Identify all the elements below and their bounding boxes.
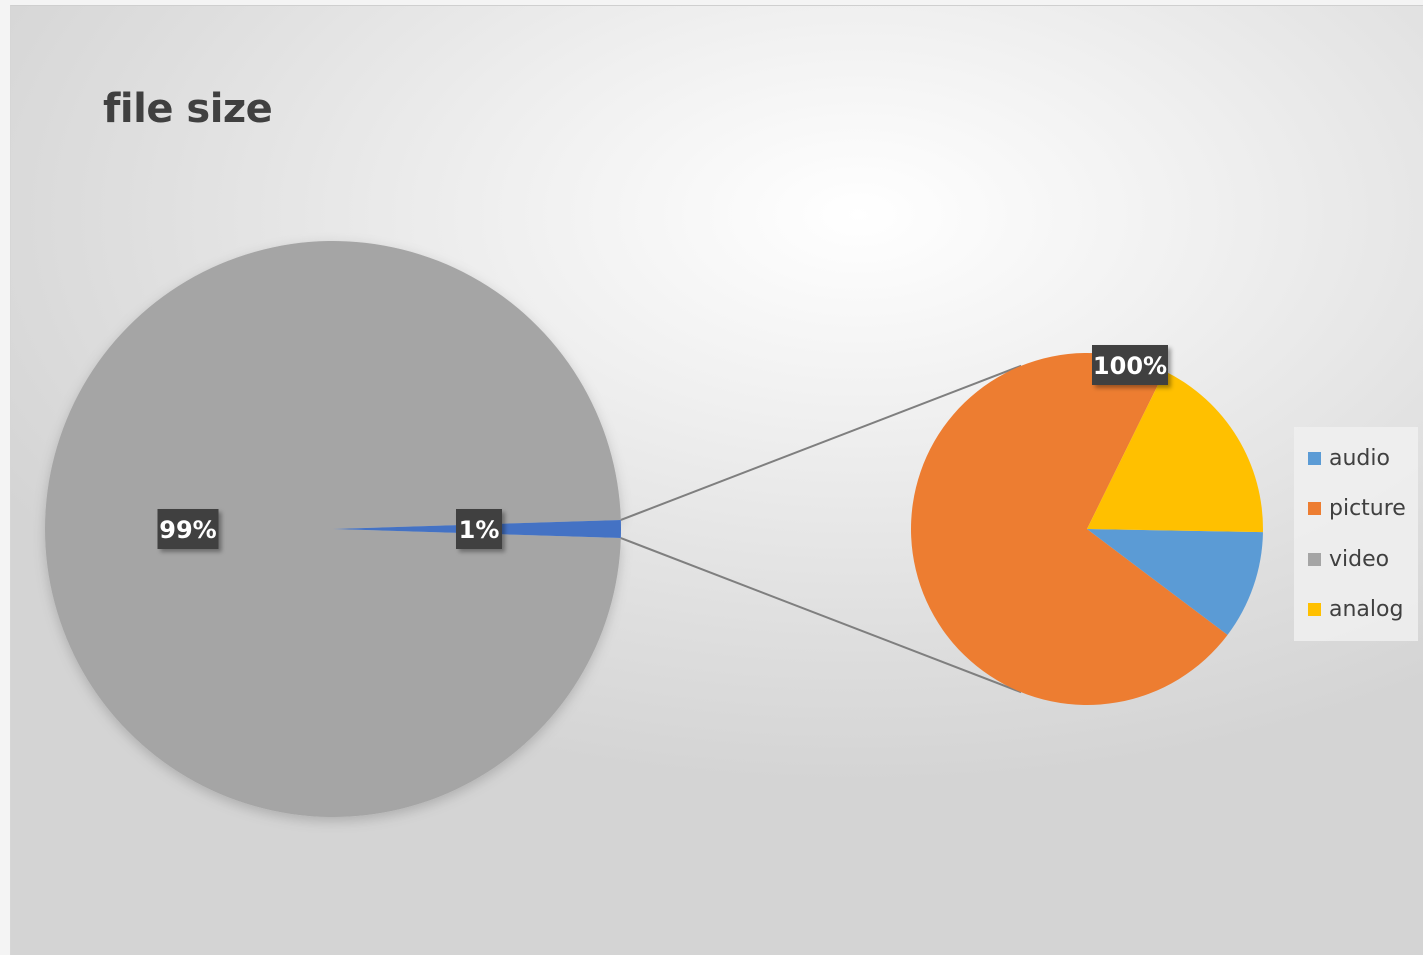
chart-title: file size	[103, 86, 273, 132]
legend-swatch-video	[1308, 552, 1321, 566]
legend-item-picture[interactable]: picture	[1294, 484, 1418, 535]
slice-video[interactable]	[45, 241, 621, 818]
slice-analog[interactable]	[1087, 371, 1263, 533]
connector-lines	[620, 364, 1022, 694]
connector-top	[620, 364, 1022, 521]
chart-area[interactable]: file size 99% 1% 100% audio picture video ana…	[10, 5, 1423, 955]
legend: audio picture video analog	[1294, 427, 1418, 641]
legend-item-audio[interactable]: audio	[1294, 433, 1418, 484]
label-other-box	[456, 509, 502, 549]
label-video-text: 99%	[159, 516, 216, 544]
legend-label-video: video	[1329, 546, 1390, 572]
connector-bottom	[620, 537, 1022, 694]
legend-label-analog: analog	[1329, 597, 1404, 623]
slice-audio[interactable]	[1087, 529, 1263, 635]
label-secondary-text: 100%	[1093, 352, 1167, 380]
legend-swatch-picture	[1308, 502, 1321, 516]
legend-item-video[interactable]: video	[1294, 534, 1418, 585]
primary-pie	[45, 241, 621, 818]
label-secondary: 100%	[1092, 345, 1168, 385]
label-video: 99%	[157, 509, 219, 549]
legend-swatch-analog	[1308, 603, 1321, 617]
label-video-box	[157, 509, 219, 549]
legend-label-audio: audio	[1329, 445, 1390, 471]
label-other-text: 1%	[459, 516, 500, 544]
secondary-pie	[911, 352, 1263, 705]
legend-swatch-audio	[1308, 451, 1321, 465]
pie-of-pie-plot: 99% 1% 100%	[45, 241, 1263, 818]
label-other: 1%	[456, 509, 502, 549]
legend-label-picture: picture	[1329, 496, 1406, 522]
data-labels: 99% 1% 100%	[157, 345, 1168, 549]
label-secondary-box	[1092, 345, 1168, 385]
legend-item-analog[interactable]: analog	[1294, 585, 1418, 636]
slice-picture[interactable]	[911, 352, 1228, 705]
